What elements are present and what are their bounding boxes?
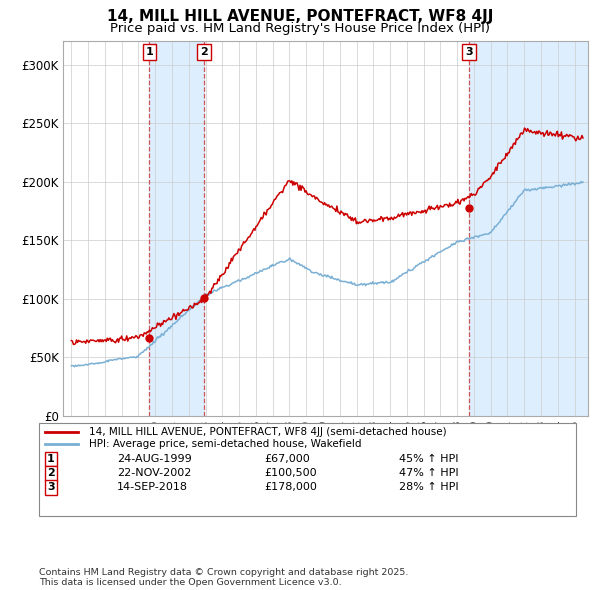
Bar bbox=[469, 41, 588, 416]
Text: Contains HM Land Registry data © Crown copyright and database right 2025.
This d: Contains HM Land Registry data © Crown c… bbox=[39, 568, 409, 587]
Bar bbox=[149, 41, 204, 416]
Text: 3: 3 bbox=[465, 47, 473, 57]
Text: £178,000: £178,000 bbox=[264, 483, 317, 492]
Text: 14-SEP-2018: 14-SEP-2018 bbox=[117, 483, 188, 492]
Text: 2: 2 bbox=[47, 468, 55, 478]
Text: 3: 3 bbox=[47, 483, 55, 492]
Text: Price paid vs. HM Land Registry's House Price Index (HPI): Price paid vs. HM Land Registry's House … bbox=[110, 22, 490, 35]
Text: 14, MILL HILL AVENUE, PONTEFRACT, WF8 4JJ (semi-detached house): 14, MILL HILL AVENUE, PONTEFRACT, WF8 4J… bbox=[89, 427, 446, 437]
Text: 47% ↑ HPI: 47% ↑ HPI bbox=[399, 468, 458, 478]
Text: £100,500: £100,500 bbox=[264, 468, 317, 478]
Text: 45% ↑ HPI: 45% ↑ HPI bbox=[399, 454, 458, 464]
Text: 24-AUG-1999: 24-AUG-1999 bbox=[117, 454, 192, 464]
Text: HPI: Average price, semi-detached house, Wakefield: HPI: Average price, semi-detached house,… bbox=[89, 440, 361, 449]
Text: 22-NOV-2002: 22-NOV-2002 bbox=[117, 468, 191, 478]
Text: £67,000: £67,000 bbox=[264, 454, 310, 464]
Text: 2: 2 bbox=[200, 47, 208, 57]
Text: 28% ↑ HPI: 28% ↑ HPI bbox=[399, 483, 458, 492]
Text: 1: 1 bbox=[47, 454, 55, 464]
Text: 14, MILL HILL AVENUE, PONTEFRACT, WF8 4JJ: 14, MILL HILL AVENUE, PONTEFRACT, WF8 4J… bbox=[107, 9, 493, 24]
Text: 1: 1 bbox=[146, 47, 153, 57]
